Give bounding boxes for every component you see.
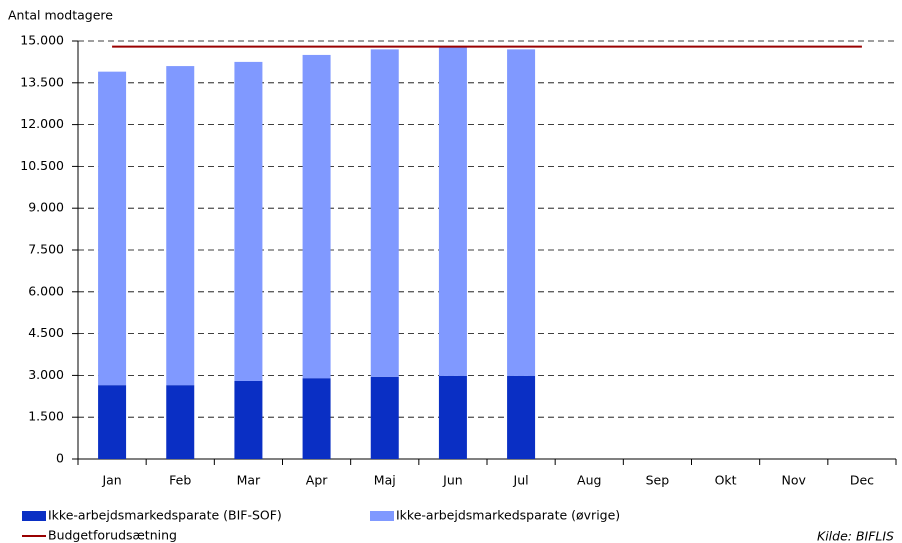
legend-swatch [370, 511, 394, 521]
y-tick-label: 7.500 [28, 242, 64, 257]
x-tick-label: Mar [237, 473, 261, 488]
bar [234, 380, 263, 459]
y-tick-label: 3.000 [28, 367, 64, 382]
y-tick-label: 15.000 [20, 33, 64, 48]
bar [98, 385, 127, 459]
y-tick-label: 10.500 [20, 158, 64, 173]
bar [302, 378, 331, 459]
bar [507, 49, 536, 376]
legend-label: Budgetforudsætning [48, 528, 177, 543]
bar [438, 375, 467, 459]
x-tick-label: Sep [646, 473, 670, 488]
bar [507, 375, 536, 459]
x-tick-label: Nov [782, 473, 807, 488]
bar [370, 376, 399, 459]
bar [98, 71, 127, 386]
legend-label: Ikke-arbejdsmarkedsparate (BIF-SOF) [48, 508, 282, 523]
x-tick-label: Dec [850, 473, 874, 488]
x-tick-label: Jan [101, 473, 121, 488]
bar [234, 61, 263, 381]
y-axis-title: Antal modtagere [8, 8, 113, 23]
bar [370, 49, 399, 377]
x-tick-label: Jul [513, 473, 529, 488]
x-tick-label: Aug [577, 473, 601, 488]
y-tick-label: 0 [56, 451, 64, 466]
y-tick-label: 6.000 [28, 283, 64, 298]
x-tick-label: Maj [374, 473, 396, 488]
x-tick-label: Okt [715, 473, 737, 488]
bar [302, 54, 331, 379]
bar [166, 385, 195, 459]
x-tick-label: Apr [306, 473, 328, 488]
legend-label: Ikke-arbejdsmarkedsparate (øvrige) [396, 508, 620, 523]
x-tick-label: Feb [169, 473, 191, 488]
bar [438, 46, 467, 376]
y-tick-label: 4.500 [28, 325, 64, 340]
y-tick-label: 1.500 [28, 409, 64, 424]
y-tick-label: 9.000 [28, 200, 64, 215]
source-note: Kilde: BIFLIS [817, 529, 894, 543]
legend-swatch [22, 511, 46, 521]
y-tick-label: 13.500 [20, 74, 64, 89]
x-tick-label: Jun [442, 473, 463, 488]
y-tick-label: 12.000 [20, 116, 64, 131]
bar [166, 66, 195, 386]
